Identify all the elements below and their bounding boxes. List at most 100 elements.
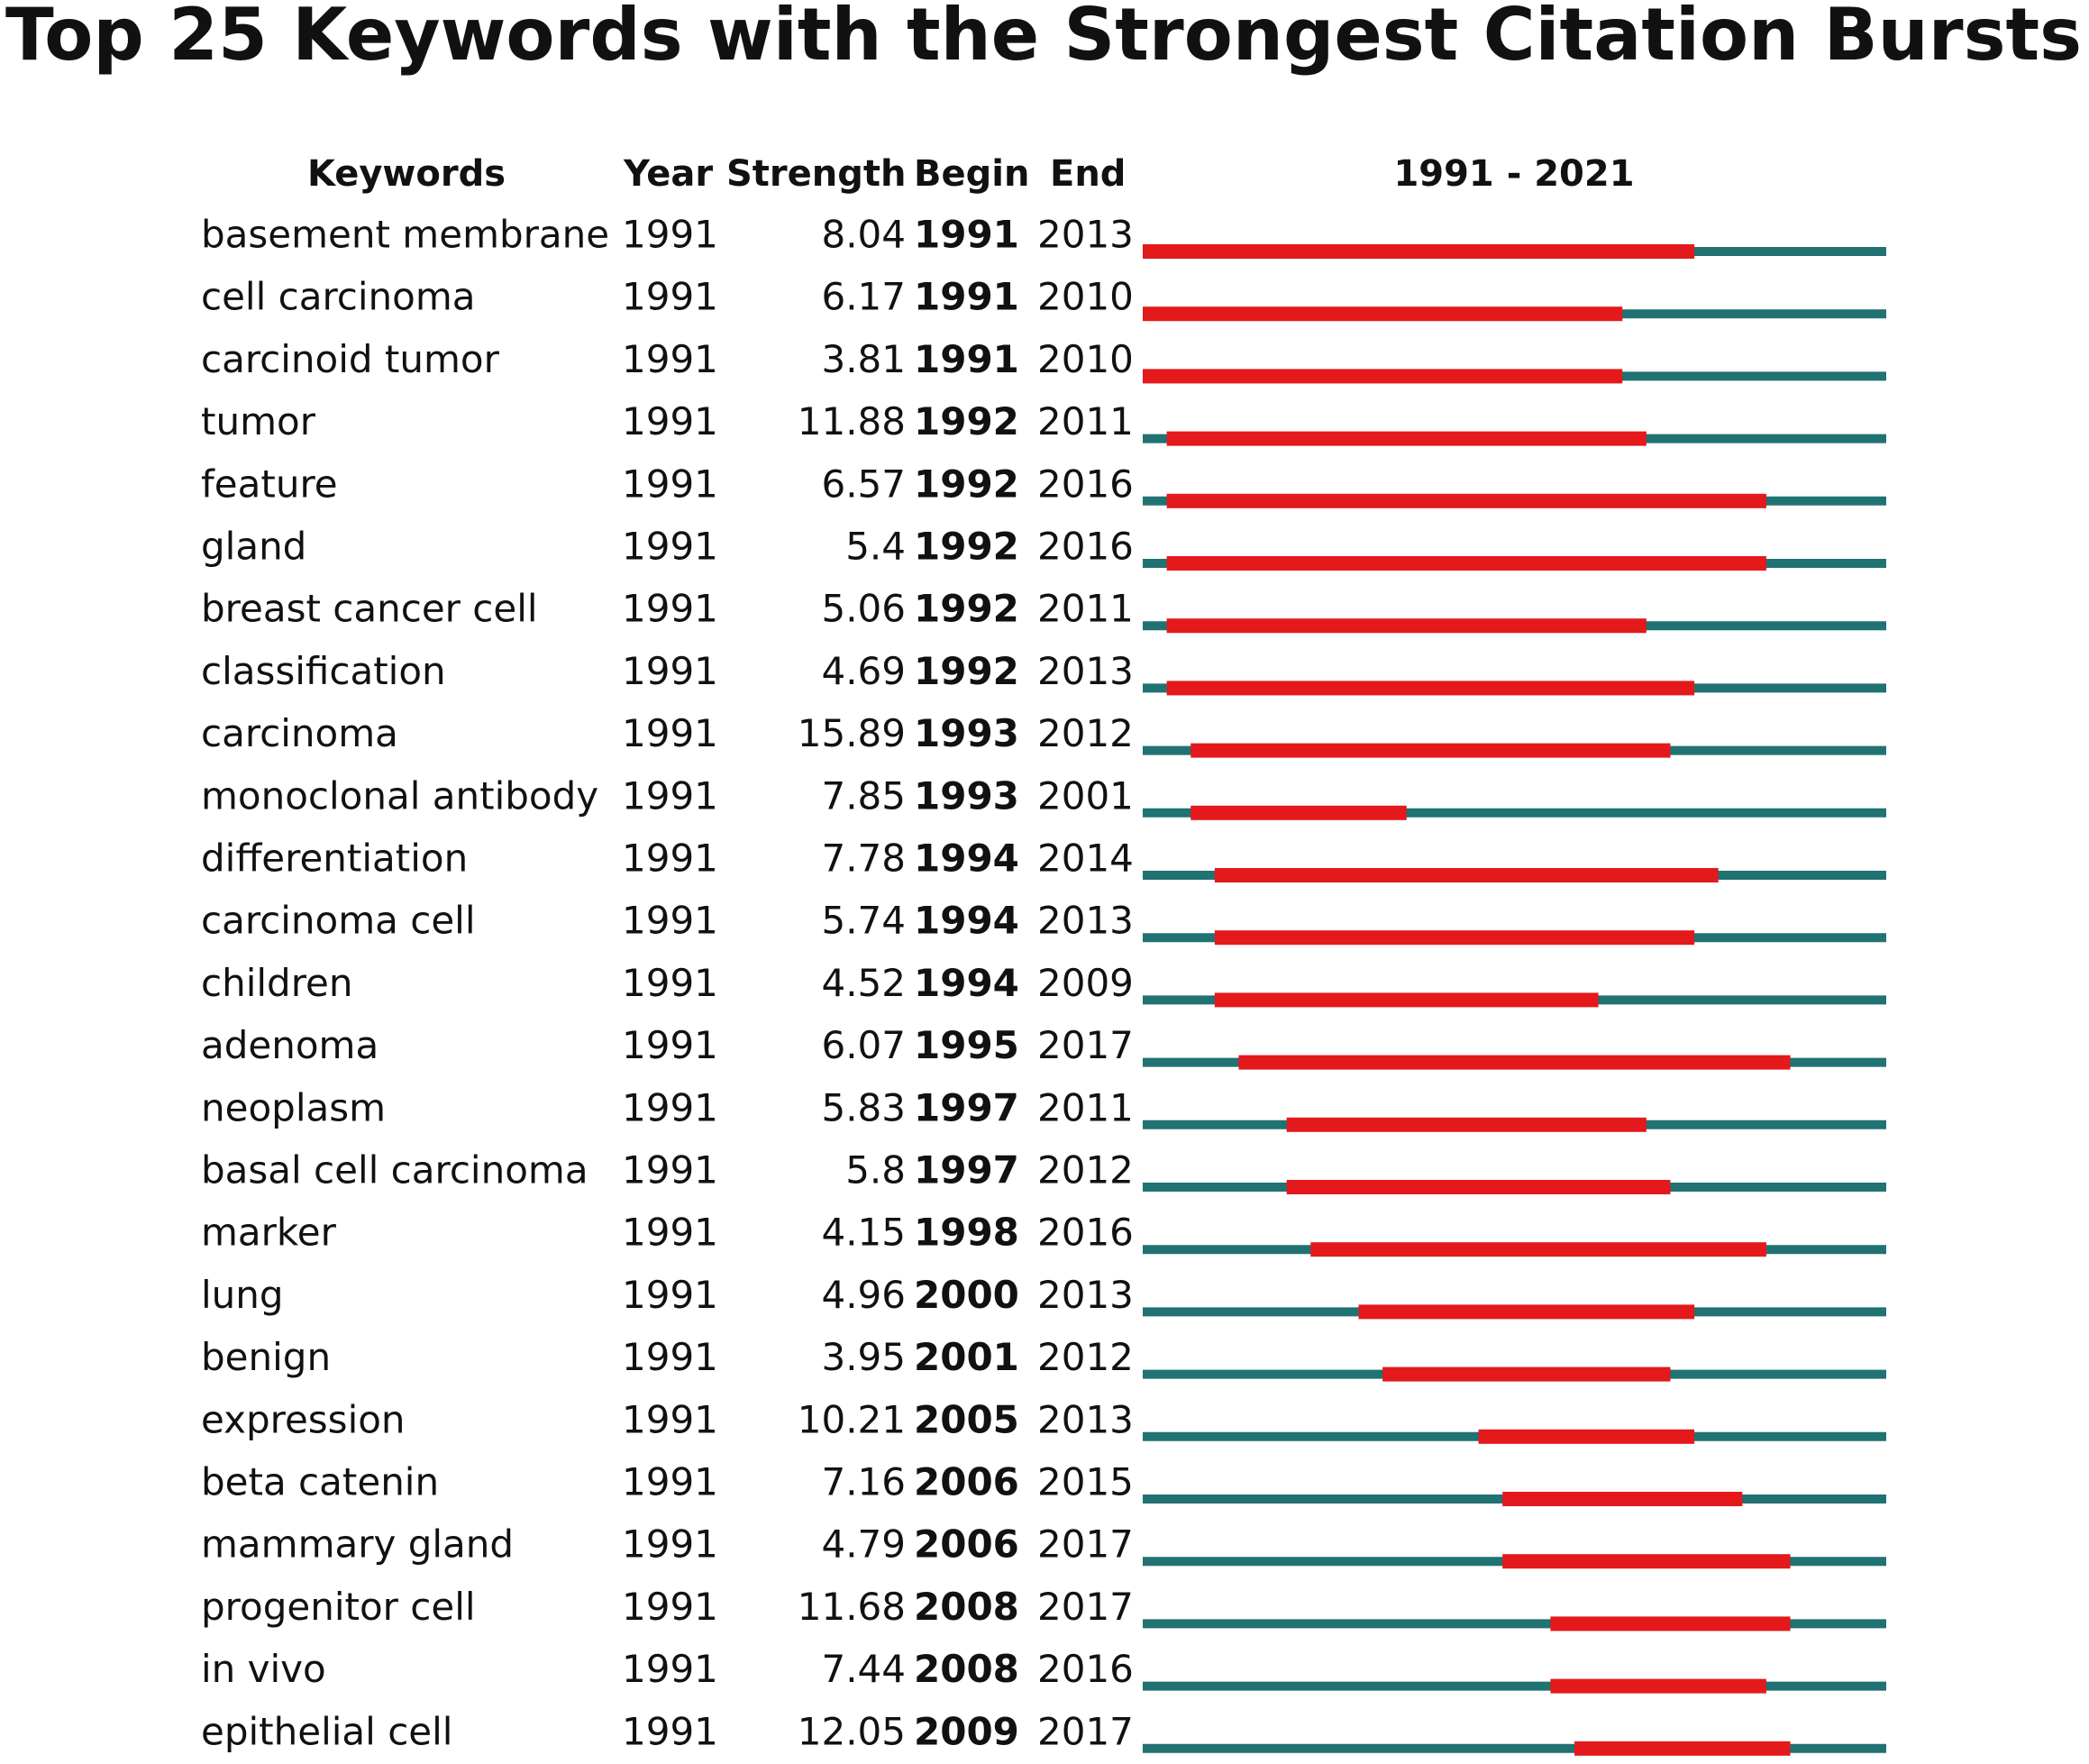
begin: 1991 (914, 275, 1019, 319)
end: 2017 (1037, 1709, 1134, 1753)
begin: 2008 (914, 1647, 1019, 1691)
strength: 5.06 (821, 587, 906, 631)
end: 2013 (1037, 1397, 1134, 1441)
strength: 5.4 (845, 525, 906, 569)
burst-bar (1550, 1678, 1766, 1694)
range-label: 1991 - 2021 (1393, 153, 1634, 195)
begin: 1991 (914, 337, 1019, 381)
year: 1991 (622, 1085, 718, 1129)
burst-bar (1286, 1117, 1647, 1132)
burst-bar (1166, 431, 1647, 446)
year: 1991 (622, 961, 718, 1005)
end: 2014 (1037, 836, 1134, 881)
burst-bar (1214, 930, 1695, 946)
begin: 2006 (914, 1460, 1019, 1504)
begin: 2001 (914, 1335, 1019, 1379)
keyword: expression (201, 1397, 406, 1441)
begin: 1992 (914, 649, 1019, 693)
strength: 7.78 (821, 836, 906, 881)
keyword: basal cell carcinoma (201, 1148, 588, 1193)
year: 1991 (622, 773, 718, 818)
keyword: carcinoma (201, 711, 398, 755)
year: 1991 (622, 399, 718, 443)
burst-bar (1310, 1242, 1766, 1257)
burst-bar (1214, 868, 1719, 882)
burst-bar (1143, 306, 1623, 322)
burst-bar (1166, 556, 1766, 571)
end: 2016 (1037, 1647, 1134, 1691)
year: 1991 (622, 1522, 718, 1567)
keyword: progenitor cell (201, 1585, 476, 1629)
burst-bar (1166, 618, 1647, 634)
chart-title: Top 25 Keywords with the Strongest Citat… (5, 0, 2082, 77)
year: 1991 (622, 1211, 718, 1255)
end: 2012 (1037, 1335, 1134, 1379)
burst-bar (1502, 1554, 1791, 1569)
year: 1991 (622, 836, 718, 881)
strength: 8.04 (821, 213, 906, 257)
begin: 1995 (914, 1023, 1019, 1067)
keyword: epithelial cell (201, 1709, 452, 1753)
keyword: carcinoid tumor (201, 337, 500, 381)
end: 2015 (1037, 1460, 1134, 1504)
end: 2001 (1037, 773, 1134, 818)
begin: 1992 (914, 587, 1019, 631)
strength: 4.52 (821, 961, 906, 1005)
burst-bar (1502, 1492, 1743, 1506)
strength: 5.83 (821, 1085, 906, 1129)
keyword: cell carcinoma (201, 275, 476, 319)
begin: 1994 (914, 961, 1019, 1005)
end: 2009 (1037, 961, 1134, 1005)
keyword: differentiation (201, 836, 468, 881)
burst-bar (1143, 244, 1695, 259)
end: 2017 (1037, 1585, 1134, 1629)
year: 1991 (622, 1023, 718, 1067)
strength: 7.44 (821, 1647, 906, 1691)
keyword: monoclonal antibody (201, 773, 598, 818)
burst-bar (1358, 1304, 1695, 1320)
begin: 1992 (914, 462, 1019, 506)
end: 2017 (1037, 1522, 1134, 1567)
end: 2012 (1037, 1148, 1134, 1193)
begin: 2009 (914, 1709, 1019, 1753)
strength: 15.89 (798, 711, 906, 755)
begin: 1991 (914, 213, 1019, 257)
year: 1991 (622, 587, 718, 631)
year: 1991 (622, 899, 718, 943)
year: 1991 (622, 1397, 718, 1441)
begin: 2005 (914, 1397, 1019, 1441)
keyword: basement membrane (201, 213, 609, 257)
year: 1991 (622, 1148, 718, 1193)
strength: 10.21 (798, 1397, 906, 1441)
keyword: tumor (201, 399, 316, 443)
column-header: End (1050, 153, 1126, 195)
end: 2013 (1037, 213, 1134, 257)
column-header: Year (623, 153, 713, 195)
strength: 4.96 (821, 1273, 906, 1317)
end: 2013 (1037, 1273, 1134, 1317)
burst-bar (1478, 1429, 1695, 1444)
keyword: breast cancer cell (201, 587, 538, 631)
year: 1991 (622, 462, 718, 506)
begin: 1998 (914, 1211, 1019, 1255)
keyword: children (201, 961, 353, 1005)
burst-bar (1550, 1616, 1791, 1631)
strength: 12.05 (798, 1709, 906, 1753)
burst-bar (1166, 493, 1766, 508)
keyword: mammary gland (201, 1522, 514, 1567)
year: 1991 (622, 337, 718, 381)
keyword: adenoma (201, 1023, 379, 1067)
end: 2010 (1037, 275, 1134, 319)
end: 2016 (1037, 462, 1134, 506)
begin: 1994 (914, 836, 1019, 881)
strength: 5.8 (845, 1148, 906, 1193)
end: 2013 (1037, 899, 1134, 943)
strength: 7.16 (821, 1460, 906, 1504)
end: 2012 (1037, 711, 1134, 755)
burst-bar (1166, 681, 1695, 696)
year: 1991 (622, 275, 718, 319)
year: 1991 (622, 1460, 718, 1504)
strength: 4.79 (821, 1522, 906, 1567)
end: 2011 (1037, 587, 1134, 631)
end: 2010 (1037, 337, 1134, 381)
